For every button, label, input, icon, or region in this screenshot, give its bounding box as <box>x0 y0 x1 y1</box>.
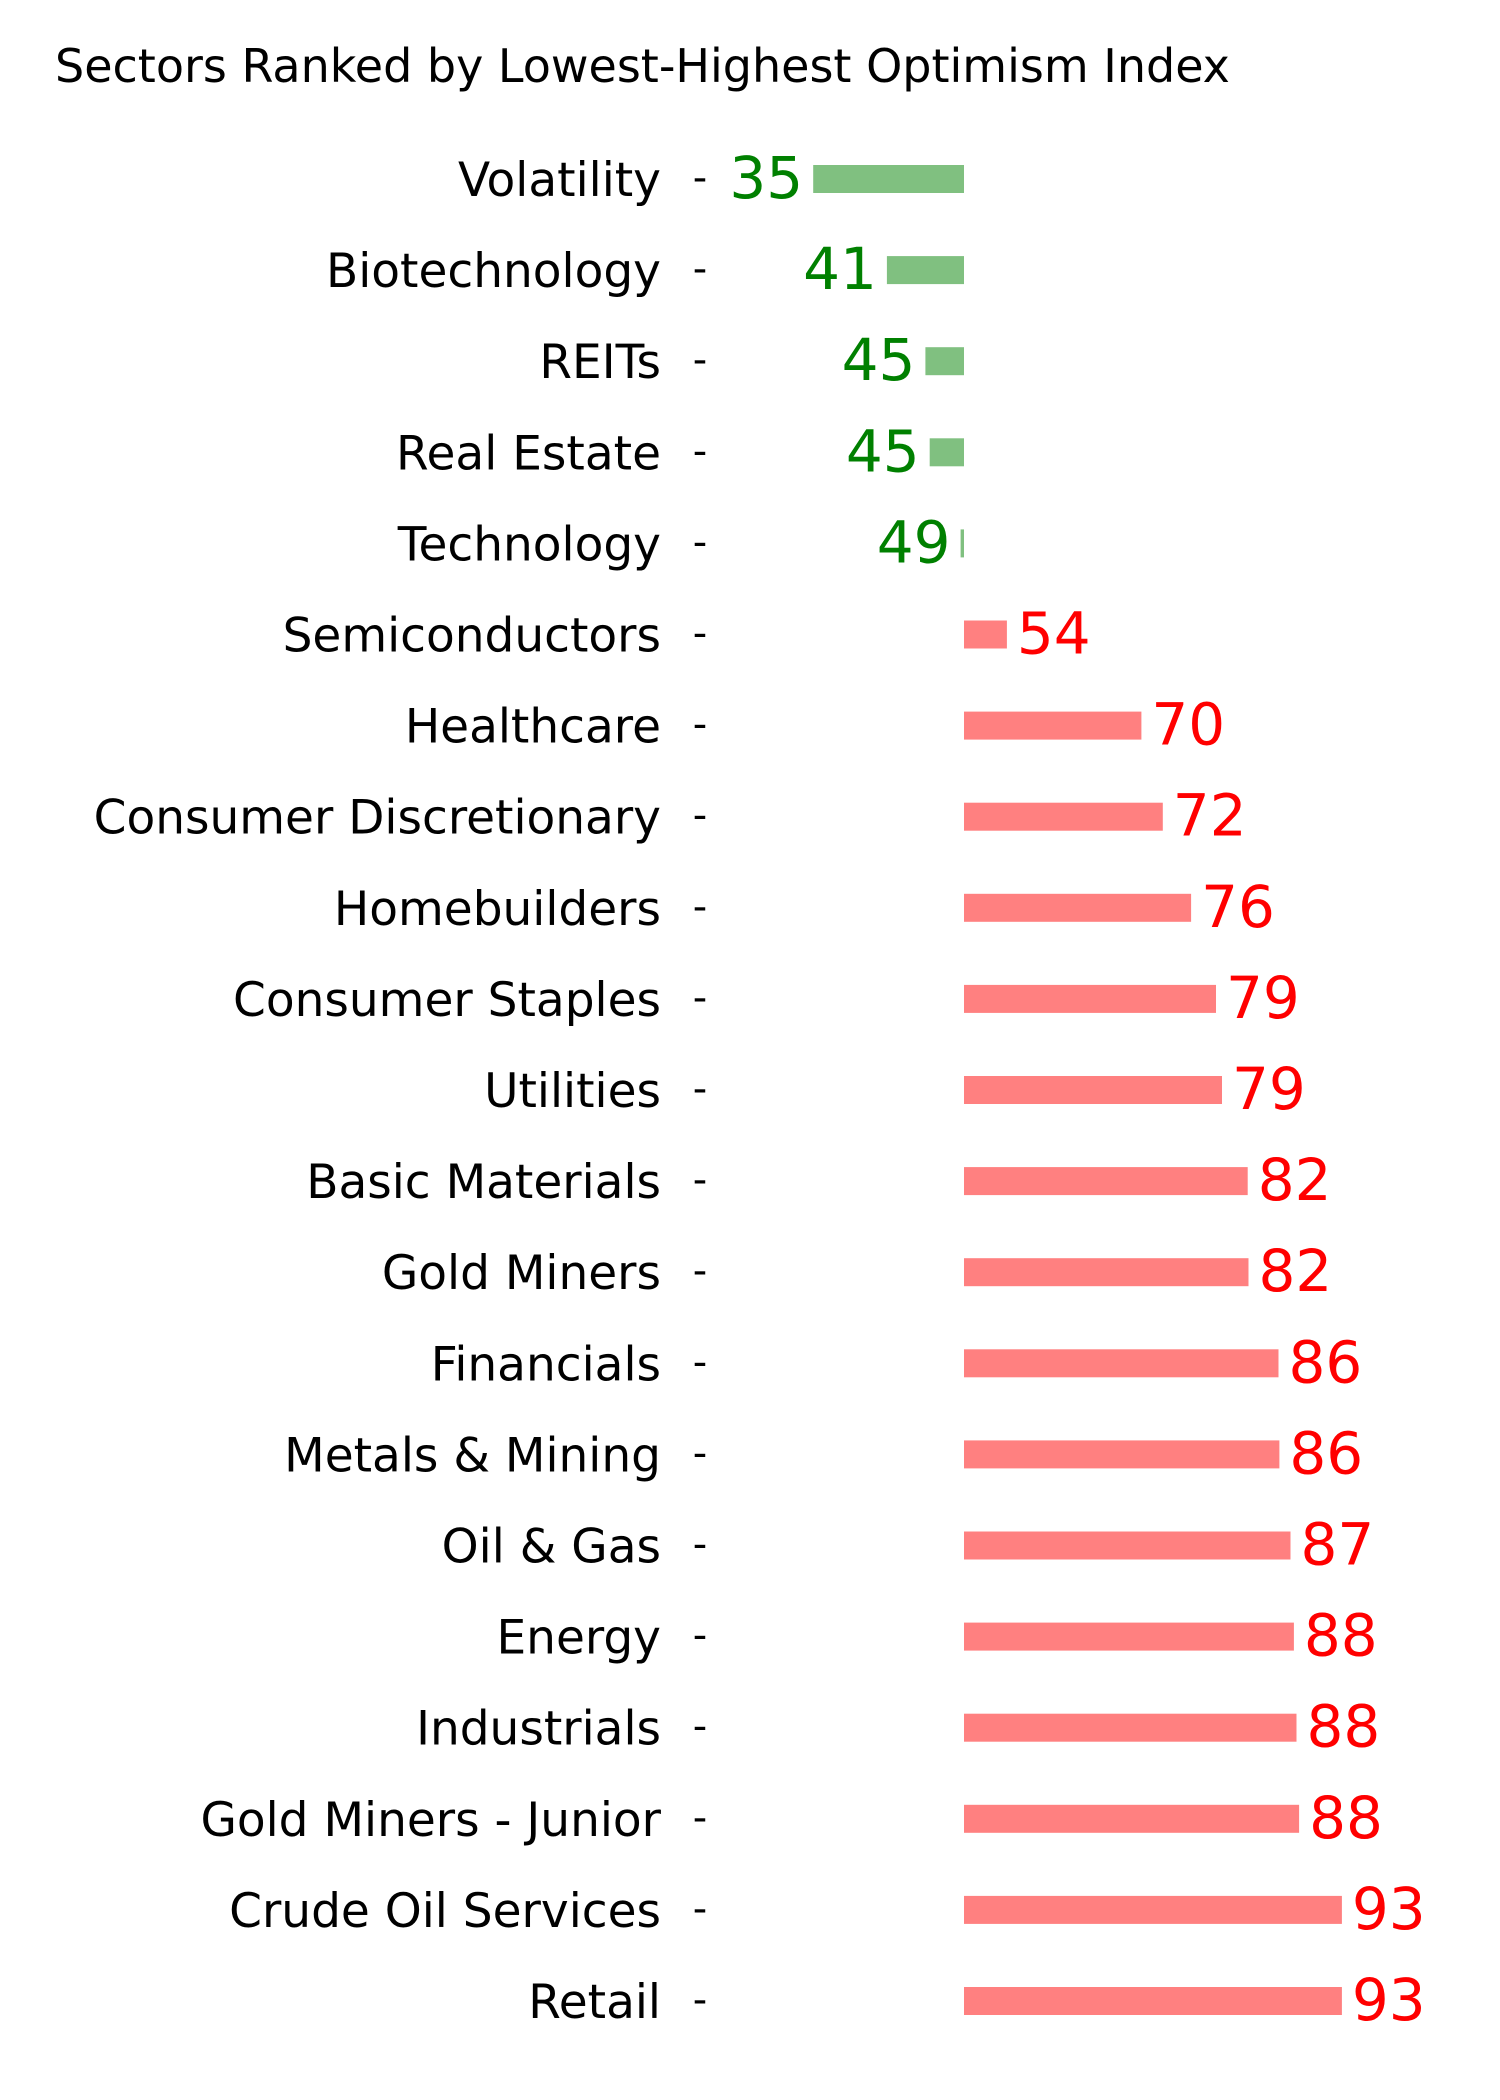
category-label: Consumer Staples <box>233 973 661 1028</box>
tick-mark: - <box>693 702 707 748</box>
bar <box>813 165 964 193</box>
tick-mark: - <box>693 1430 707 1476</box>
bar <box>964 1622 1294 1651</box>
tick-mark: - <box>693 1886 707 1932</box>
bar <box>964 1531 1291 1560</box>
bar <box>964 1713 1297 1742</box>
tick-mark: - <box>693 1795 707 1841</box>
bar <box>964 1987 1342 2015</box>
category-label: Retail <box>528 1975 661 2030</box>
tick-mark: - <box>693 155 707 201</box>
data-label: 82 <box>1259 1237 1333 1305</box>
category-label: Homebuilders <box>334 882 661 937</box>
data-label: 79 <box>1232 1055 1306 1123</box>
data-label: 88 <box>1309 1784 1383 1852</box>
category-label: Real Estate <box>396 426 661 481</box>
data-label: 35 <box>729 144 803 212</box>
tick-mark: - <box>693 1066 707 1112</box>
bar <box>964 802 1163 831</box>
bar <box>964 711 1142 740</box>
bar <box>886 256 964 285</box>
data-label: 49 <box>877 508 951 576</box>
data-label: 82 <box>1258 1146 1332 1214</box>
category-label: Gold Miners <box>382 1246 661 1301</box>
tick-mark: - <box>693 1339 707 1385</box>
category-label: REITs <box>539 335 661 390</box>
data-label: 93 <box>1352 1875 1426 1943</box>
bar <box>925 347 964 376</box>
category-label: Technology <box>397 517 661 572</box>
category-label: Energy <box>496 1611 661 1666</box>
category-label: Oil & Gas <box>442 1520 661 1575</box>
bar <box>964 1349 1279 1378</box>
data-label: 72 <box>1173 782 1247 850</box>
bar <box>964 1895 1342 1924</box>
category-label: Metals & Mining <box>284 1428 661 1483</box>
data-label: 70 <box>1151 691 1225 759</box>
tick-mark: - <box>693 1704 707 1750</box>
tick-mark: - <box>693 975 707 1021</box>
tick-mark: - <box>693 884 707 930</box>
category-label: Utilities <box>484 1064 661 1119</box>
category-label: Semiconductors <box>283 609 661 664</box>
data-label: 93 <box>1352 1966 1426 2034</box>
bar <box>929 438 964 467</box>
tick-mark: - <box>693 246 707 292</box>
category-label: Financials <box>431 1337 661 1392</box>
bar <box>964 620 1007 649</box>
category-label: Crude Oil Services <box>229 1884 661 1939</box>
bar <box>964 1258 1249 1287</box>
tick-mark: - <box>693 1248 707 1294</box>
data-label: 88 <box>1304 1602 1378 1670</box>
data-label: 45 <box>842 326 916 394</box>
data-label: 86 <box>1289 1328 1363 1396</box>
tick-mark: - <box>693 611 707 657</box>
data-label: 86 <box>1289 1419 1363 1487</box>
bar <box>964 1076 1222 1104</box>
bar <box>960 529 964 558</box>
bar <box>964 1804 1300 1833</box>
tick-mark: - <box>693 1977 707 2023</box>
tick-mark: - <box>693 1157 707 1203</box>
tick-mark: - <box>693 428 707 474</box>
chart-title: Sectors Ranked by Lowest-Highest Optimis… <box>55 39 1230 93</box>
data-label: 41 <box>803 235 877 303</box>
bar <box>964 1440 1280 1469</box>
category-label: Volatility <box>458 153 661 208</box>
tick-mark: - <box>693 1522 707 1568</box>
bar <box>964 1167 1248 1196</box>
tick-mark: - <box>693 337 707 383</box>
bar <box>964 984 1216 1013</box>
tick-mark: - <box>693 519 707 565</box>
data-label: 54 <box>1017 600 1091 668</box>
data-label: 45 <box>846 417 920 485</box>
bar <box>964 893 1192 922</box>
data-label: 76 <box>1201 873 1275 941</box>
data-label: 87 <box>1301 1511 1375 1579</box>
data-label: 88 <box>1307 1693 1381 1761</box>
category-label: Consumer Discretionary <box>94 791 661 846</box>
category-label: Healthcare <box>405 700 661 755</box>
tick-mark: - <box>693 1613 707 1659</box>
category-label: Industrials <box>416 1702 661 1757</box>
tick-mark: - <box>693 793 707 839</box>
category-label: Gold Miners - Junior <box>200 1793 661 1848</box>
data-label: 79 <box>1226 964 1300 1032</box>
category-label: Basic Materials <box>306 1155 661 1210</box>
category-label: Biotechnology <box>326 244 661 299</box>
